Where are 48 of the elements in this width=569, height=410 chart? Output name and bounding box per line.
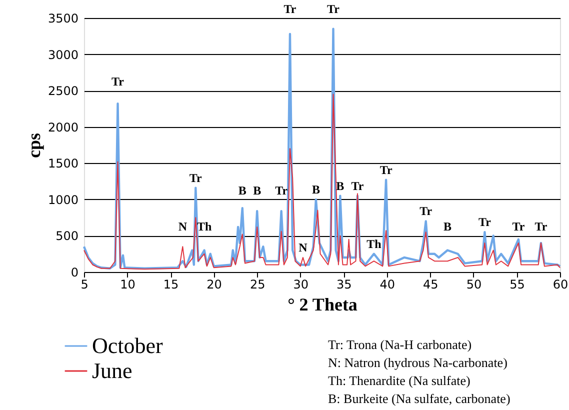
annotation: Tr [327, 2, 340, 16]
x-tick-label: 55 [510, 278, 525, 292]
x-tick-label: 40 [380, 278, 396, 292]
annotation: Tr [112, 74, 125, 89]
annotation: Tr [284, 2, 297, 16]
annotation: Tr [534, 220, 548, 234]
annotation: B [253, 183, 262, 198]
y-tick-label: 3000 [48, 48, 78, 62]
x-tick-label: 35 [336, 278, 352, 292]
x-tick-label: 5 [80, 278, 88, 292]
y-tick-label: 2500 [48, 84, 78, 98]
x-tick-label: 10 [120, 278, 136, 292]
annotation: Tr [275, 183, 288, 198]
y-tick-label: 1500 [48, 156, 78, 171]
x-tick-label: 15 [163, 278, 179, 292]
annotation: Tr [189, 170, 203, 185]
annotation: Tr [478, 215, 492, 230]
y-tick-label: 500 [56, 229, 78, 244]
x-tick-label: 45 [423, 278, 438, 292]
y-tick-label: 3500 [48, 12, 78, 26]
annotation: B [312, 182, 320, 196]
legend-label: October [92, 333, 164, 358]
text: Th: Thenardite (Na sulfate) [328, 373, 470, 388]
text: B: Burkeite (Na sulfate, carbonate) [328, 391, 510, 406]
text: N: Natron (hydrous Na-carbonate) [328, 355, 508, 370]
annotation: Tr [512, 220, 526, 234]
text: Tr: Trona (Na-H carbonate) [328, 337, 472, 352]
x-tick-label: 25 [250, 278, 266, 292]
y-axis-title: cps [24, 132, 44, 158]
annotation: Tr [380, 162, 393, 177]
legend-label: June [92, 358, 132, 383]
line-series [82, 28, 562, 270]
annotation: Tr [351, 178, 364, 193]
annotation: N [178, 220, 188, 234]
y-tick-label: 1000 [48, 192, 78, 207]
annotation: B [443, 220, 452, 234]
x-tick-label: 30 [293, 278, 309, 292]
x-tick-label: 20 [206, 278, 222, 292]
line-series [84, 94, 560, 270]
annotation: B [238, 183, 246, 198]
annotation: Tr [420, 204, 433, 218]
annotation: Th [366, 236, 382, 251]
y-tick-label: 0 [70, 266, 78, 280]
x-axis-title: ° 2 Theta [288, 294, 358, 314]
y-tick-label: 2000 [48, 120, 78, 134]
x-tick-label: 60 [552, 278, 568, 292]
x-tick-label: 50 [466, 278, 482, 292]
annotation: N [298, 240, 308, 254]
